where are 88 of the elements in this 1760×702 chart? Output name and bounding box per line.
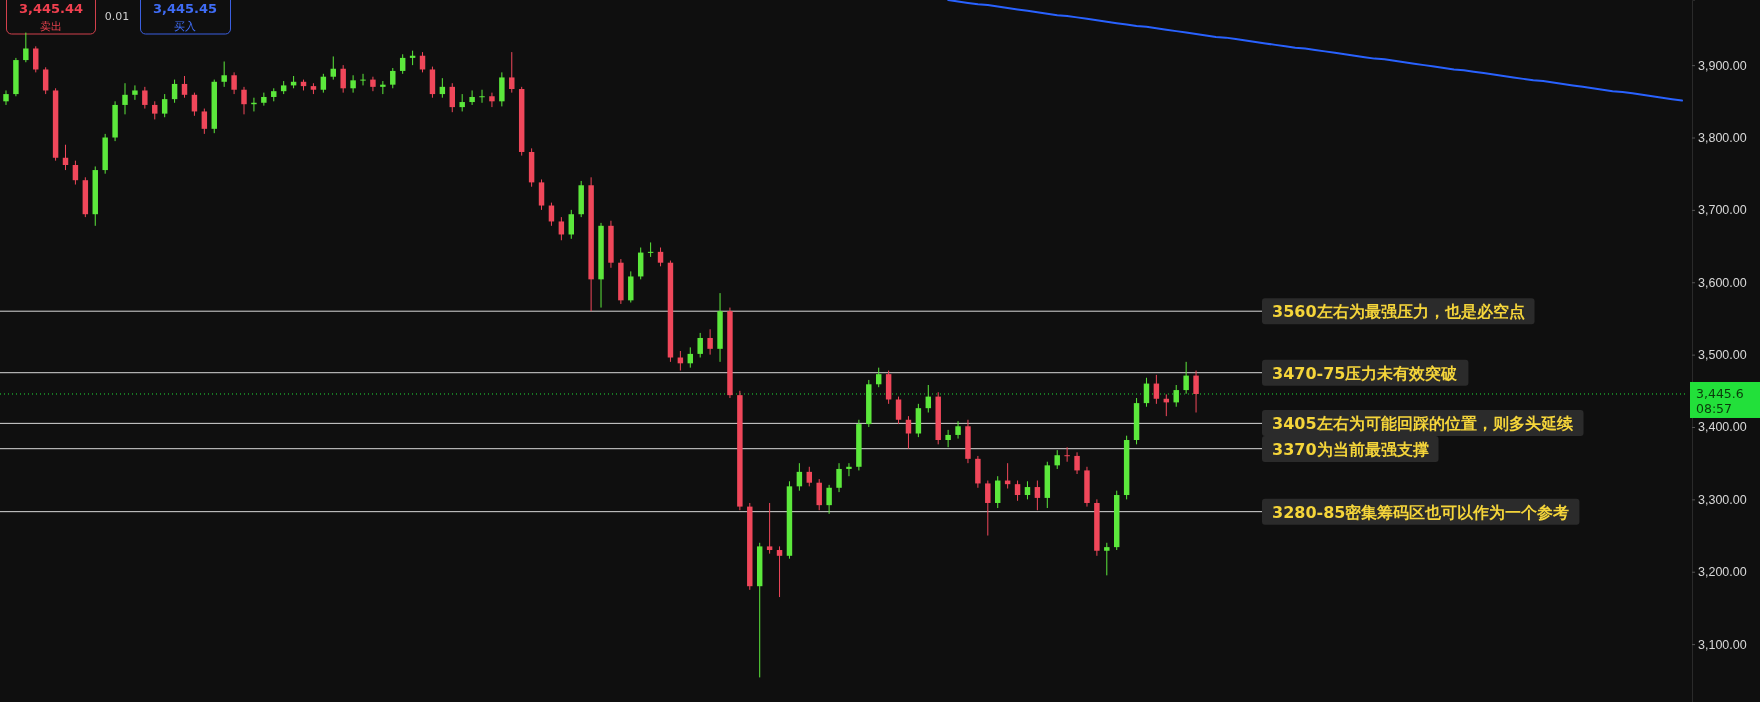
candlestick: [628, 270, 634, 304]
candlestick: [985, 480, 991, 537]
candlestick: [72, 160, 79, 186]
candlestick: [1193, 370, 1199, 414]
y-tick-label: 3,200.00: [1698, 565, 1747, 580]
candlestick: [3, 89, 9, 106]
candlestick: [509, 51, 515, 94]
candlestick: [489, 92, 495, 108]
candlestick: [1024, 480, 1031, 500]
candlestick: [1173, 384, 1179, 408]
candlestick: [558, 216, 565, 241]
candlestick: [380, 80, 386, 95]
ref-line-label: 3370为当前最强支撑: [1272, 440, 1429, 460]
candlestick: [390, 67, 396, 89]
candlestick: [152, 100, 158, 120]
y-tick-label: 3,900.00: [1698, 58, 1747, 73]
candlestick: [568, 209, 575, 240]
annotation: 3,445.45: [152, 1, 218, 16]
y-tick-label: 3,100.00: [1698, 637, 1747, 652]
candlestick: [647, 241, 654, 258]
candlestick: [806, 466, 813, 487]
candlestick: [905, 415, 912, 450]
candlestick: [846, 462, 852, 477]
candlestick: [161, 93, 168, 118]
candlestick: [399, 53, 406, 75]
candlestick: [994, 475, 1001, 509]
candlestick: [657, 247, 664, 267]
candlestick: [350, 74, 356, 94]
y-tick-label: 3,400.00: [1698, 420, 1747, 435]
candlestick: [895, 396, 902, 425]
ref-line-label: 3470-75压力未有效突破: [1272, 363, 1459, 383]
annotation: 买入: [174, 20, 196, 33]
candlestick: [955, 420, 961, 440]
candlestick: [62, 144, 69, 171]
candlestick: [836, 462, 842, 493]
candlestick: [1054, 449, 1060, 470]
ref-line-label: 3560左右为最强压力，也是必空点: [1272, 302, 1525, 322]
candlestick: [181, 75, 188, 99]
candlestick: [816, 478, 822, 511]
candlestick: [231, 71, 237, 95]
candlestick: [479, 89, 485, 104]
candlestick: [439, 77, 446, 99]
candlestick: [469, 89, 475, 106]
candlestick: [826, 484, 832, 515]
candlestick: [330, 55, 336, 81]
text: 08:57: [1696, 400, 1733, 416]
candlestick: [945, 429, 951, 448]
candlestick: [1104, 542, 1110, 576]
candlestick: [320, 73, 327, 94]
ref-line-label: 3280-85密集筹码区也可以作为一个参考: [1272, 502, 1570, 522]
y-tick-label: 3,800.00: [1698, 131, 1747, 146]
candlestick: [33, 45, 39, 73]
candlestick: [122, 82, 128, 115]
ref-line-label: 3405左右为可能回踩的位置，则多头延续: [1272, 414, 1574, 434]
candlestick: [1074, 451, 1080, 475]
candlestick: [1183, 361, 1189, 395]
y-tick-label: 3,500.00: [1698, 348, 1747, 363]
candlestick: [201, 108, 208, 135]
y-tick-label: 3,700.00: [1698, 203, 1747, 218]
y-tick-label: 3,300.00: [1698, 492, 1747, 507]
candlestick: [707, 328, 713, 356]
candlestick: [340, 64, 346, 94]
line-series: [947, 0, 1683, 102]
annotation: 3,445.44: [18, 1, 84, 16]
candlestick: [23, 32, 29, 63]
y-tick-label: 3,600.00: [1698, 275, 1747, 290]
candlestick: [1034, 480, 1041, 511]
annotation: 卖出: [40, 20, 62, 33]
candlestick: [449, 82, 455, 113]
candlestick: [171, 79, 178, 104]
ref-line-label: 3,445.6: [1696, 385, 1744, 401]
candlestick: [142, 86, 148, 110]
candlestick: [1064, 446, 1070, 463]
candlestick: [766, 502, 773, 555]
candlestick: [875, 367, 882, 388]
candlestick: [360, 73, 366, 86]
annotation: 0.01: [104, 10, 130, 23]
candlestick: [132, 84, 138, 101]
candlestick: [42, 66, 49, 95]
candlestick: [776, 545, 783, 598]
candlestick: [697, 332, 703, 359]
candlestick: [241, 86, 247, 115]
candlestick: [538, 178, 545, 211]
candlestick: [370, 76, 376, 92]
candlestick: [1014, 480, 1021, 502]
candlestick: [499, 71, 505, 107]
candlestick: [1153, 374, 1160, 405]
candlestick: [221, 61, 227, 88]
